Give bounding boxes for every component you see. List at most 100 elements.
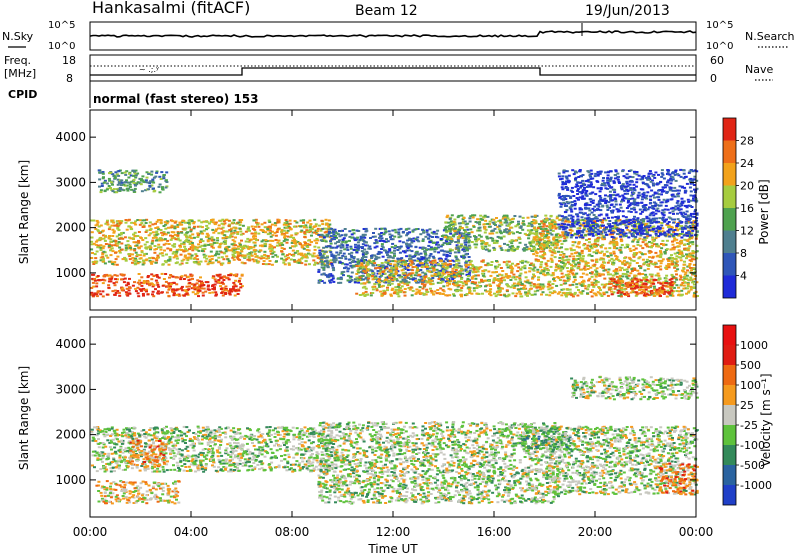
data-cell: [466, 277, 470, 280]
data-cell: [615, 283, 619, 286]
data-cell: [126, 283, 130, 286]
data-cell: [374, 267, 378, 270]
data-cell: [587, 285, 591, 288]
data-cell: [404, 279, 408, 282]
data-cell: [433, 250, 437, 253]
data-cell: [429, 246, 433, 249]
data-cell: [169, 249, 173, 252]
data-cell: [182, 250, 186, 253]
data-cell: [529, 244, 533, 247]
data-cell: [471, 281, 475, 283]
data-cell: [570, 252, 574, 255]
data-cell: [151, 285, 155, 288]
data-cell: [198, 284, 202, 287]
data-cell: [441, 271, 445, 274]
data-cell: [175, 252, 178, 255]
data-cell: [139, 237, 143, 240]
data-cell: [583, 268, 587, 271]
data-cell: [405, 255, 409, 258]
data-cell: [347, 252, 351, 255]
data-cell: [268, 245, 272, 248]
data-cell: [657, 278, 661, 281]
data-cell: [243, 254, 247, 257]
data-cell: [376, 266, 380, 269]
data-cell: [446, 230, 450, 232]
data-cell: [275, 260, 278, 263]
data-cell: [645, 236, 649, 239]
data-cell: [683, 243, 687, 246]
data-cell: [524, 260, 528, 263]
data-cell: [593, 269, 597, 272]
data-cell: [127, 253, 131, 256]
data-cell: [386, 277, 390, 279]
data-cell: [427, 256, 431, 259]
data-cell: [389, 236, 392, 239]
data-cell: [575, 283, 579, 286]
data-cell: [456, 285, 460, 288]
data-cell: [275, 244, 279, 247]
data-cell: [618, 233, 622, 236]
data-cell: [205, 232, 209, 235]
data-cell: [485, 264, 489, 267]
data-cell: [151, 179, 155, 182]
data-cell: [519, 225, 523, 228]
data-cell: [132, 222, 136, 225]
data-cell: [536, 271, 540, 274]
data-cell: [91, 277, 95, 280]
data-cell: [397, 246, 401, 249]
data-cell: [409, 275, 413, 278]
data-cell: [566, 220, 570, 223]
data-cell: [339, 281, 343, 284]
data-cell: [123, 256, 127, 259]
data-cell: [401, 260, 405, 263]
data-cell: [539, 242, 543, 245]
data-cell: [667, 260, 671, 262]
data-cell: [467, 237, 471, 240]
data-cell: [571, 273, 575, 276]
data-cell: [423, 250, 427, 253]
data-cell: [496, 278, 500, 280]
data-cell: [131, 253, 134, 256]
data-cell: [114, 171, 118, 174]
data-cell: [346, 248, 350, 251]
data-cell: [105, 221, 109, 224]
data-cell: [157, 292, 161, 295]
data-cell: [321, 273, 325, 276]
data-cell: [136, 292, 140, 295]
data-cell: [132, 190, 136, 193]
data-cell: [524, 248, 528, 251]
data-cell: [462, 248, 465, 251]
data-cell: [457, 251, 461, 254]
noise-panel: N.Sky 10^5 10^0 10^5 10^0 N.Search: [2, 20, 795, 52]
data-cell: [247, 226, 251, 229]
data-cell: [630, 286, 634, 289]
data-cell: [126, 240, 130, 243]
data-cell: [436, 246, 440, 249]
data-cell: [97, 225, 101, 228]
data-cell: [503, 218, 507, 221]
data-cell: [431, 255, 435, 258]
data-cell: [287, 256, 290, 259]
data-cell: [662, 243, 666, 246]
data-cell: [468, 292, 472, 294]
data-cell: [197, 263, 201, 266]
data-cell: [102, 275, 106, 278]
data-cell: [328, 223, 332, 226]
data-cell: [210, 239, 214, 242]
data-cell: [448, 248, 452, 251]
data-cell: [492, 278, 496, 281]
data-cell: [125, 187, 129, 190]
data-cell: [526, 279, 530, 282]
data-cell: [585, 239, 588, 241]
data-cell: [290, 241, 294, 244]
data-cell: [547, 218, 551, 221]
data-cell: [308, 224, 312, 227]
data-cell: [616, 258, 620, 261]
data-cell: [332, 280, 336, 283]
data-cell: [187, 288, 191, 291]
data-cell: [402, 250, 405, 253]
data-cell: [143, 181, 147, 184]
data-cell: [327, 232, 331, 235]
data-cell: [201, 294, 205, 297]
data-cell: [233, 255, 237, 258]
